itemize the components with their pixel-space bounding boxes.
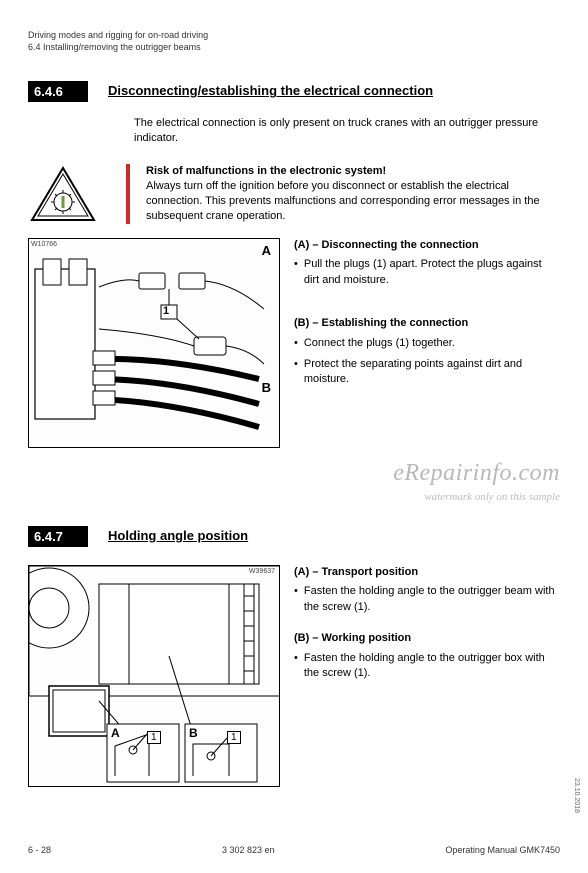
callout-1a: 1 bbox=[147, 731, 161, 744]
bullet-647-a1: Fasten the holding angle to the outrigge… bbox=[294, 584, 560, 615]
warning-body: Always turn off the ignition before you … bbox=[146, 179, 556, 224]
footer-left: 6 - 28 bbox=[28, 845, 51, 855]
callout-1b: 1 bbox=[227, 731, 241, 744]
figure-label-b: B bbox=[262, 380, 271, 395]
warning-text: Risk of malfunctions in the electronic s… bbox=[142, 164, 560, 223]
callout-1: 1 bbox=[163, 305, 169, 317]
warning-rule bbox=[126, 164, 130, 224]
sub-a-647: (A) – Transport position bbox=[294, 565, 560, 580]
page-footer: 6 - 28 3 302 823 en Operating Manual GMK… bbox=[28, 845, 560, 855]
bullet-646-b2: Protect the separating points against di… bbox=[294, 357, 560, 388]
figure-code-646: W10766 bbox=[31, 241, 57, 248]
detail-label-a: A bbox=[111, 726, 120, 740]
sub-b-647: (B) – Working position bbox=[294, 631, 560, 646]
figure-646: W10766 A B bbox=[28, 238, 280, 448]
header-line-1: Driving modes and rigging for on-road dr… bbox=[28, 30, 560, 42]
watermark-line2: watermark only on this sample bbox=[393, 491, 560, 503]
warning-title: Risk of malfunctions in the electronic s… bbox=[146, 164, 556, 179]
side-date: 23.10.2018 bbox=[573, 778, 580, 813]
sub-a-646: (A) – Disconnecting the connection bbox=[294, 238, 560, 253]
footer-right: Operating Manual GMK7450 bbox=[445, 845, 560, 855]
figure-647: W39637 bbox=[28, 565, 280, 787]
warning-triangle-icon bbox=[28, 164, 114, 224]
figure-code-647: W39637 bbox=[249, 568, 275, 575]
warning-block: Risk of malfunctions in the electronic s… bbox=[28, 164, 560, 224]
intro-646: The electrical connection is only presen… bbox=[134, 116, 560, 146]
holding-angle-diagram-icon bbox=[29, 566, 280, 787]
bullet-647-b1: Fasten the holding angle to the outrigge… bbox=[294, 651, 560, 682]
section-title-646: Disconnecting/establishing the electrica… bbox=[108, 81, 433, 98]
section-title-647: Holding angle position bbox=[108, 526, 248, 543]
plug-diagram-icon bbox=[29, 239, 280, 448]
header-line-2: 6.4 Installing/removing the outrigger be… bbox=[28, 42, 560, 54]
text-col-646: (A) – Disconnecting the connection Pull … bbox=[294, 238, 560, 448]
bullet-646-b1: Connect the plugs (1) together. bbox=[294, 336, 560, 351]
bullet-646-a1: Pull the plugs (1) apart. Protect the pl… bbox=[294, 257, 560, 288]
footer-center: 3 302 823 en bbox=[222, 845, 275, 855]
text-col-647: (A) – Transport position Fasten the hold… bbox=[294, 565, 560, 787]
watermark-line1: eRepairinfo.com bbox=[393, 460, 560, 487]
section-number-646: 6.4.6 bbox=[28, 81, 88, 102]
watermark: eRepairinfo.com watermark only on this s… bbox=[393, 460, 560, 503]
detail-label-b: B bbox=[189, 726, 198, 740]
content-row-647: W39637 bbox=[28, 565, 560, 787]
sub-b-646: (B) – Establishing the connection bbox=[294, 316, 560, 331]
section-646-header: 6.4.6 Disconnecting/establishing the ele… bbox=[28, 81, 560, 102]
figure-label-a: A bbox=[262, 243, 271, 258]
section-647-header: 6.4.7 Holding angle position bbox=[28, 526, 560, 547]
content-row-646: W10766 A B bbox=[28, 238, 560, 448]
section-number-647: 6.4.7 bbox=[28, 526, 88, 547]
